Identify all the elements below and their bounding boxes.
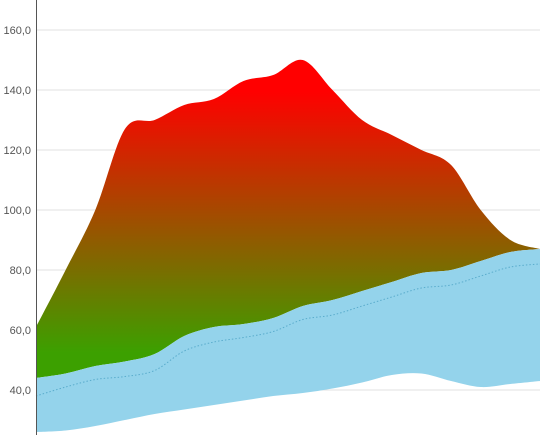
y-tick-label: 60,0 — [10, 325, 31, 337]
y-tick-label: 160,0 — [3, 25, 31, 37]
y-tick-label: 140,0 — [3, 85, 31, 97]
gradient-area-series — [36, 59, 540, 379]
y-tick-label: 100,0 — [3, 205, 31, 217]
y-axis: 40,0 60,0 80,0 100,0 120,0 140,0 160,0 — [3, 0, 37, 435]
y-tick-label: 120,0 — [3, 145, 31, 157]
y-tick-label: 40,0 — [10, 385, 31, 397]
y-tick-label: 80,0 — [10, 265, 31, 277]
range-band-series — [36, 249, 540, 432]
plot-area — [35, 59, 540, 432]
band-center-line — [35, 263, 540, 397]
